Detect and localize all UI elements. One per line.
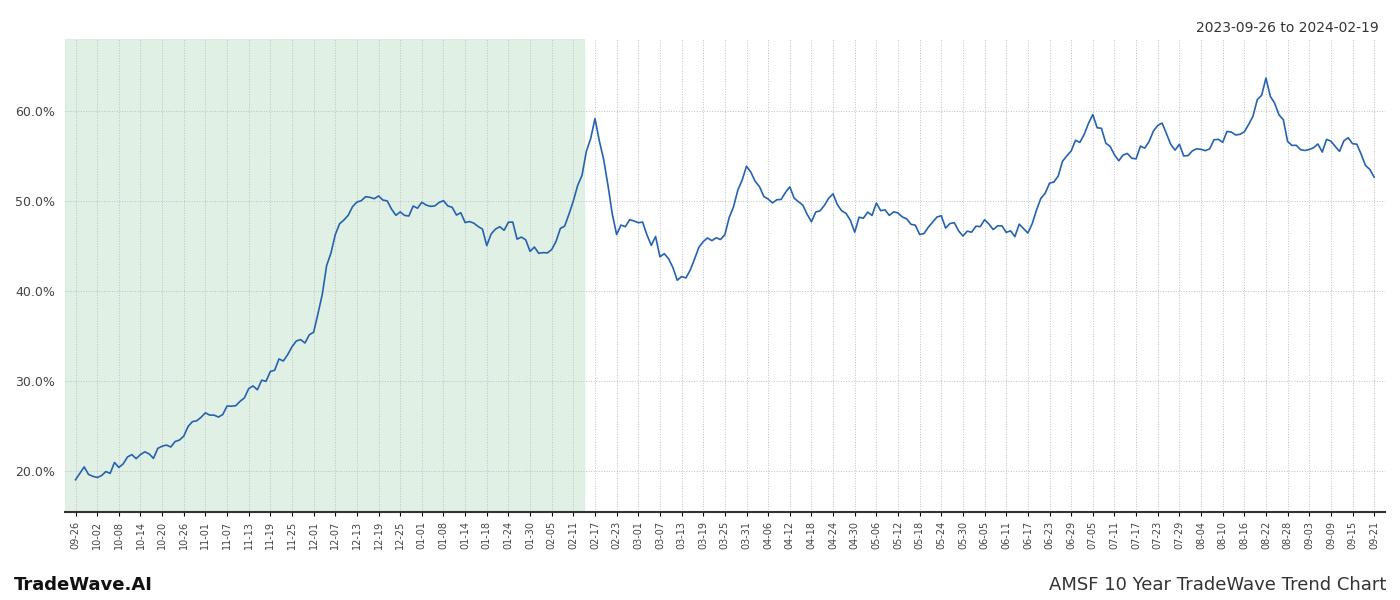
Text: AMSF 10 Year TradeWave Trend Chart: AMSF 10 Year TradeWave Trend Chart	[1049, 576, 1386, 594]
Bar	[64, 39, 584, 512]
Text: TradeWave.AI: TradeWave.AI	[14, 576, 153, 594]
Text: 2023-09-26 to 2024-02-19: 2023-09-26 to 2024-02-19	[1196, 21, 1379, 35]
